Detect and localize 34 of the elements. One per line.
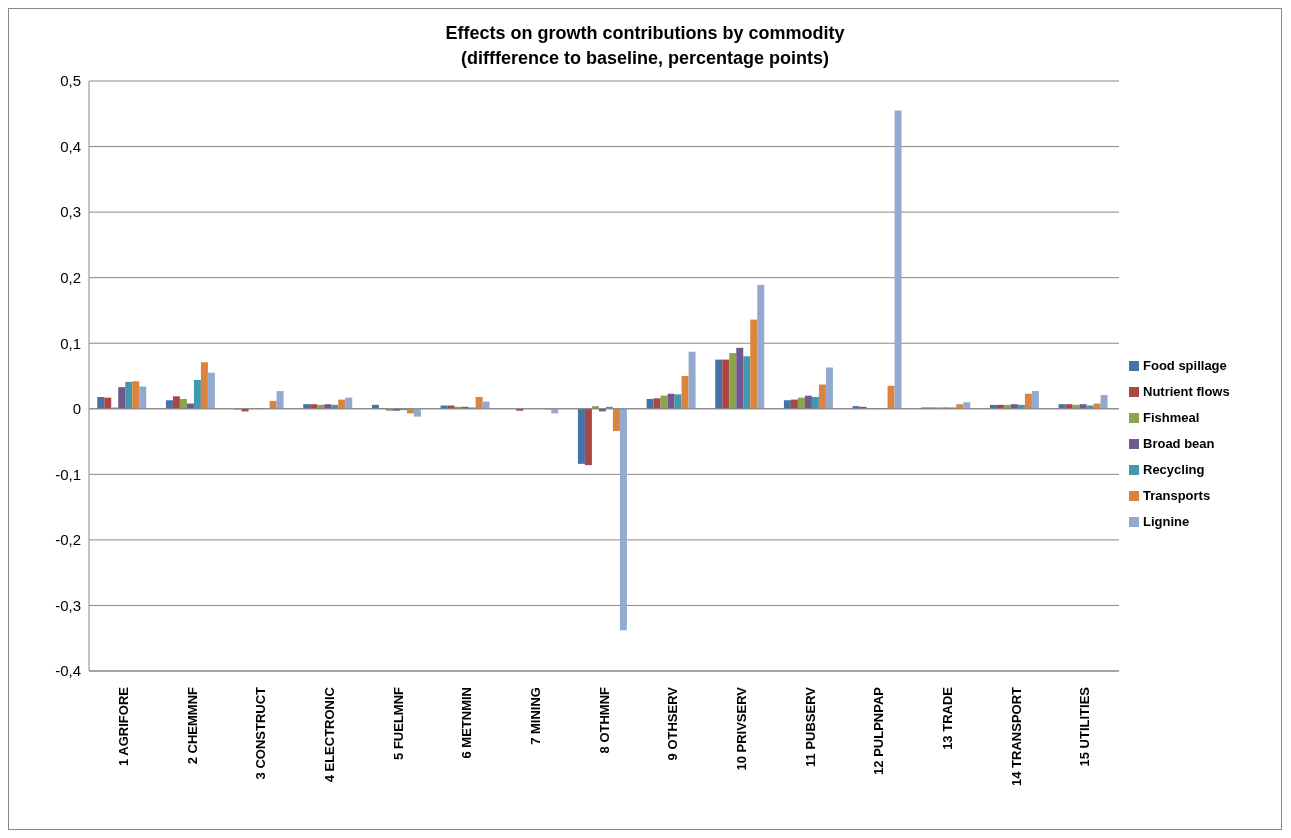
x-tick-label: 13 TRADE	[939, 686, 955, 750]
y-tick-label: 0,4	[60, 137, 81, 155]
x-tick-label: 4 ELECTRONIC	[321, 686, 337, 783]
legend-label: Recycling	[1143, 461, 1205, 477]
x-tick-label: 2 CHEMMNF	[184, 686, 200, 765]
legend-label: Transports	[1143, 487, 1211, 503]
x-tick-label: 10 PRIVSERV	[733, 686, 749, 771]
y-tick-label: -0,4	[55, 662, 81, 680]
x-tick-label: 15 UTILITIES	[1077, 686, 1093, 767]
y-tick-label: 0,5	[60, 72, 81, 90]
x-tick-label: 8 OTHMNF	[596, 686, 612, 754]
x-tick-label: 11 PUBSERV	[802, 686, 818, 767]
x-tick-label: 9 OTHSERV	[665, 686, 681, 761]
x-tick-label: 7 MINING	[527, 687, 543, 745]
y-tick-label: 0,1	[60, 334, 81, 352]
y-tick-label: -0,1	[55, 465, 81, 483]
y-tick-label: -0,3	[55, 596, 81, 614]
x-tick-label: 6 METNMIN	[459, 687, 475, 759]
legend-label: Nutrient flows	[1143, 383, 1230, 399]
chart-title: Effects on growth contributions by commodity	[444, 22, 846, 45]
x-tick-label: 12 PULPNPAP	[871, 686, 887, 775]
legend-label: Broad bean	[1143, 435, 1215, 451]
x-tick-label: 1 AGRIFORE	[115, 686, 131, 766]
y-tick-label: 0,3	[60, 203, 81, 221]
y-tick-label: 0	[72, 400, 81, 418]
x-tick-label: 14 TRANSPORT	[1008, 686, 1024, 786]
legend-label: Fishmeal	[1143, 409, 1200, 425]
x-tick-label: 5 FUELMNF	[390, 686, 406, 760]
y-tick-label: -0,2	[55, 531, 81, 549]
y-tick-label: 0,2	[60, 268, 81, 286]
legend-label: Lignine	[1143, 513, 1190, 529]
x-tick-label: 3 CONSTRUCT	[253, 686, 269, 780]
chart-subtitle: (diffference to baseline, percentage points)	[459, 47, 831, 70]
legend-label: Food spillage	[1143, 357, 1227, 373]
